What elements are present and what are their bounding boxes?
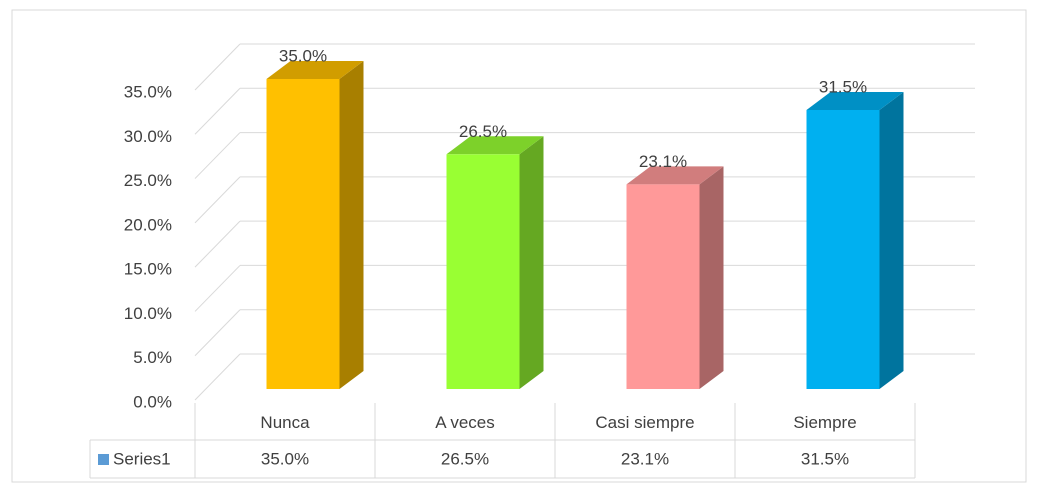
data-label: 31.5% xyxy=(819,77,867,96)
y-tick-label: 25.0% xyxy=(124,171,172,190)
table-value: 23.1% xyxy=(621,449,669,468)
grid-line xyxy=(194,87,241,135)
bar-top xyxy=(266,61,364,79)
grid-line xyxy=(194,353,241,401)
y-tick-label: 30.0% xyxy=(124,127,172,146)
y-tick-label: 20.0% xyxy=(124,215,172,234)
bar-side xyxy=(879,92,904,389)
x-tick-label: A veces xyxy=(435,413,495,432)
grid-line xyxy=(194,43,241,91)
bar-side xyxy=(519,136,544,389)
grid-line xyxy=(194,176,241,224)
data-label: 23.1% xyxy=(639,152,687,171)
legend-swatch xyxy=(98,454,109,465)
table-value: 31.5% xyxy=(801,449,849,468)
bar xyxy=(266,79,340,389)
x-tick-label: Casi siempre xyxy=(595,413,694,432)
grid-line xyxy=(194,132,241,179)
bar-top xyxy=(806,92,904,110)
bar xyxy=(626,184,700,389)
data-label: 26.5% xyxy=(459,122,507,141)
bar xyxy=(446,154,520,389)
y-tick-label: 35.0% xyxy=(124,82,172,101)
bar-top xyxy=(446,136,544,155)
table-value: 35.0% xyxy=(261,449,309,468)
legend-label: Series1 xyxy=(113,449,171,468)
data-label: 35.0% xyxy=(279,46,327,65)
bar-side xyxy=(699,166,724,389)
y-tick-label: 10.0% xyxy=(124,304,172,323)
grid-line xyxy=(194,220,241,268)
y-tick-label: 15.0% xyxy=(124,260,172,279)
x-tick-label: Nunca xyxy=(260,413,310,432)
bar-side xyxy=(339,61,364,389)
y-tick-label: 0.0% xyxy=(133,392,172,411)
grid-line xyxy=(194,265,241,312)
x-tick-label: Siempre xyxy=(793,413,856,432)
y-tick-label: 5.0% xyxy=(133,348,172,367)
bar xyxy=(806,110,880,389)
bar-top xyxy=(626,166,724,185)
grid-line xyxy=(194,309,241,357)
table-value: 26.5% xyxy=(441,449,489,468)
